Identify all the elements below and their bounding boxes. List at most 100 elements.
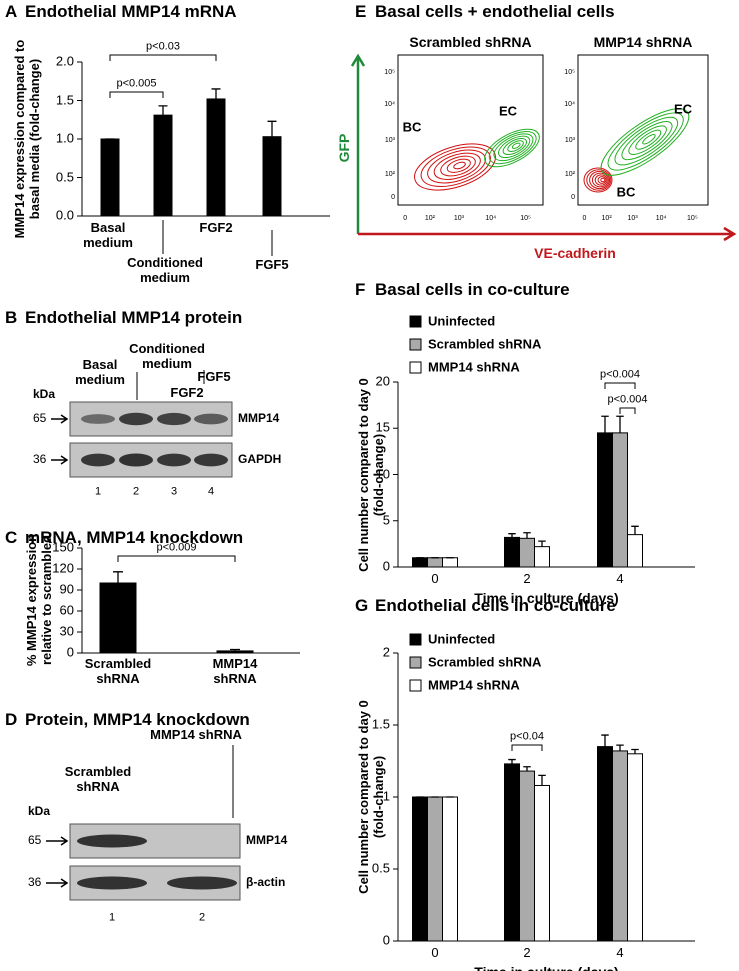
- density-contour: [635, 129, 662, 150]
- band-label: β-actin: [246, 875, 286, 890]
- population-label: BC: [616, 184, 636, 200]
- p-value: p<0.04: [510, 730, 544, 743]
- panel-letter: B: [5, 308, 18, 328]
- lane-header: Basal medium: [75, 357, 125, 387]
- bar: [427, 557, 443, 568]
- blot-band: [81, 453, 115, 467]
- population-label: BC: [402, 119, 422, 135]
- error-bar: [508, 533, 516, 538]
- blot-band: [194, 453, 228, 467]
- legend-swatch: [409, 656, 422, 669]
- lane-header: FGF5: [197, 369, 231, 384]
- error-bar: [211, 88, 221, 99]
- blot-band: [157, 412, 191, 426]
- legend-label: MMP14 shRNA: [428, 677, 520, 693]
- y-tick-label: 1.0: [55, 130, 74, 146]
- flow-plot-title: MMP14 shRNA: [593, 33, 693, 50]
- y-tick-label: 0: [391, 193, 395, 201]
- lane-header: Scrambled shRNA: [64, 764, 132, 794]
- panel-letter: E: [355, 2, 367, 22]
- error-bar: [601, 734, 609, 747]
- density-contour: [591, 172, 609, 188]
- significance-bracket: [511, 744, 543, 751]
- density-contour: [414, 143, 496, 191]
- bar: [153, 114, 173, 217]
- density-contour: [583, 167, 613, 193]
- density-contour: [488, 131, 537, 165]
- y-axis-label: % MMP14 expression relative to scrambled: [24, 533, 54, 667]
- density-contour: [507, 140, 524, 152]
- panel-letter: D: [5, 710, 18, 730]
- x-tick-label: FGF2: [199, 220, 233, 235]
- panel-letter: F: [355, 280, 366, 300]
- legend-label: MMP14 shRNA: [428, 359, 520, 375]
- lane-number: 2: [132, 485, 140, 498]
- y-tick-label: 2.0: [55, 53, 74, 69]
- x-tick-label: Basal medium: [83, 220, 133, 250]
- x-tick-label: MMP14 shRNA: [212, 656, 258, 686]
- y-tick-label: 10: [375, 466, 390, 482]
- y-tick-label: 30: [59, 623, 74, 639]
- y-tick-label: 10³: [384, 136, 395, 144]
- density-contour: [594, 174, 608, 186]
- density-contour: [484, 128, 540, 168]
- y-axis-label: Cell number compared to day 0 (fold-chan…: [356, 700, 386, 894]
- bar: [206, 98, 226, 217]
- density-contour: [642, 133, 656, 145]
- band-label: GAPDH: [238, 452, 282, 467]
- density-contour: [614, 116, 679, 166]
- band-label: MMP14: [246, 833, 288, 848]
- y-tick-label: 1.5: [371, 716, 390, 732]
- y-tick-label: 0: [66, 644, 74, 660]
- marker-arrow: [46, 878, 69, 888]
- panel-title: Endothelial MMP14 protein: [25, 308, 243, 328]
- error-bar: [523, 532, 531, 539]
- ve-cadherin-arrow: [358, 226, 737, 242]
- y-tick-label: 1: [382, 788, 390, 804]
- y-tick-label: 0.5: [55, 169, 74, 185]
- bar: [627, 753, 643, 942]
- significance-bracket: [117, 555, 236, 562]
- density-contour: [628, 125, 667, 155]
- band-label: MMP14: [238, 411, 280, 426]
- kda-label: kDa: [33, 387, 56, 402]
- density-contour: [607, 112, 684, 171]
- bar: [519, 537, 535, 568]
- x-tick-label: 0: [582, 214, 587, 222]
- gfp-arrow: [350, 53, 366, 234]
- flow-plot-title: Scrambled shRNA: [409, 33, 532, 50]
- x-tick-label: 2: [523, 571, 531, 586]
- kda-label: kDa: [28, 804, 51, 819]
- population-label: EC: [498, 103, 518, 119]
- significance-bracket: [604, 382, 636, 389]
- y-tick-label: 5: [382, 512, 390, 528]
- blot-band: [157, 453, 191, 467]
- error-bar: [631, 525, 639, 535]
- lane-number: 1: [108, 911, 116, 924]
- y-tick-label: 10²: [564, 170, 575, 178]
- p-value: p<0.004: [599, 368, 641, 381]
- bar: [534, 546, 550, 568]
- x-tick-label: 10⁴: [655, 214, 667, 222]
- x-tick-label: 10⁵: [520, 214, 531, 222]
- p-value: p<0.009: [156, 541, 197, 554]
- bar: [412, 557, 428, 568]
- error-bar: [523, 766, 531, 772]
- y-tick-label: 10⁵: [384, 68, 395, 76]
- y-tick-label: 10²: [384, 170, 395, 178]
- error-bar: [631, 748, 639, 754]
- y-axis-label: MMP14 expression compared to basal media…: [12, 39, 42, 239]
- density-contour: [586, 169, 612, 191]
- legend-label: Uninfected: [428, 631, 496, 647]
- bar: [442, 557, 458, 568]
- error-bar: [601, 415, 609, 433]
- error-bar: [267, 120, 277, 137]
- y-tick-label: 1.5: [55, 92, 74, 108]
- bar: [262, 136, 282, 217]
- x-tick-label: 10³: [627, 214, 638, 222]
- y-tick-label: 0: [382, 558, 390, 574]
- blot-band: [77, 834, 147, 848]
- bar: [519, 770, 535, 942]
- legend-swatch: [409, 361, 422, 374]
